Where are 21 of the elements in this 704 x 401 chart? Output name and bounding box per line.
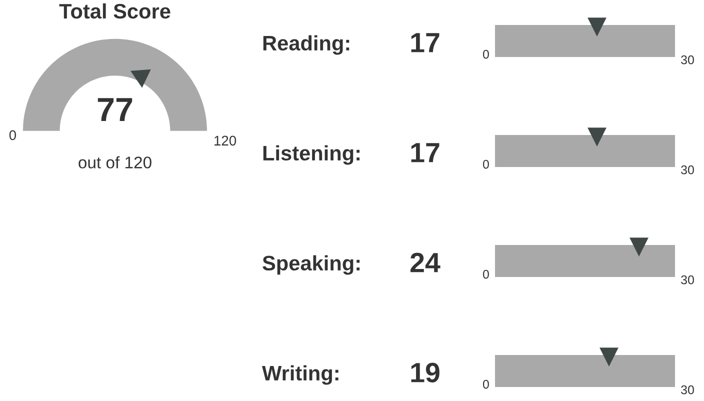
text: 0 bbox=[9, 130, 16, 140]
text: out of 120 bbox=[78, 156, 152, 168]
data-label: 19 bbox=[411, 362, 440, 382]
text: Total Score bbox=[59, 3, 170, 19]
text: 0 bbox=[482, 380, 489, 389]
text: 0 bbox=[482, 50, 489, 59]
text: 0 bbox=[482, 270, 489, 279]
text: 30 bbox=[681, 275, 694, 284]
text: 0 bbox=[482, 160, 489, 169]
data-label: 17 bbox=[411, 33, 440, 52]
text: Reading: bbox=[263, 35, 350, 55]
text: Listening: bbox=[263, 145, 360, 165]
data-label: 77 bbox=[98, 98, 132, 122]
text: 30 bbox=[681, 55, 694, 64]
data-label: 17 bbox=[411, 143, 440, 162]
text: 30 bbox=[681, 385, 694, 394]
text: Writing: bbox=[262, 365, 338, 385]
text: 120 bbox=[214, 136, 236, 146]
text: 30 bbox=[681, 165, 694, 174]
text: Speaking: bbox=[262, 255, 360, 275]
data-label: 24 bbox=[410, 252, 440, 272]
